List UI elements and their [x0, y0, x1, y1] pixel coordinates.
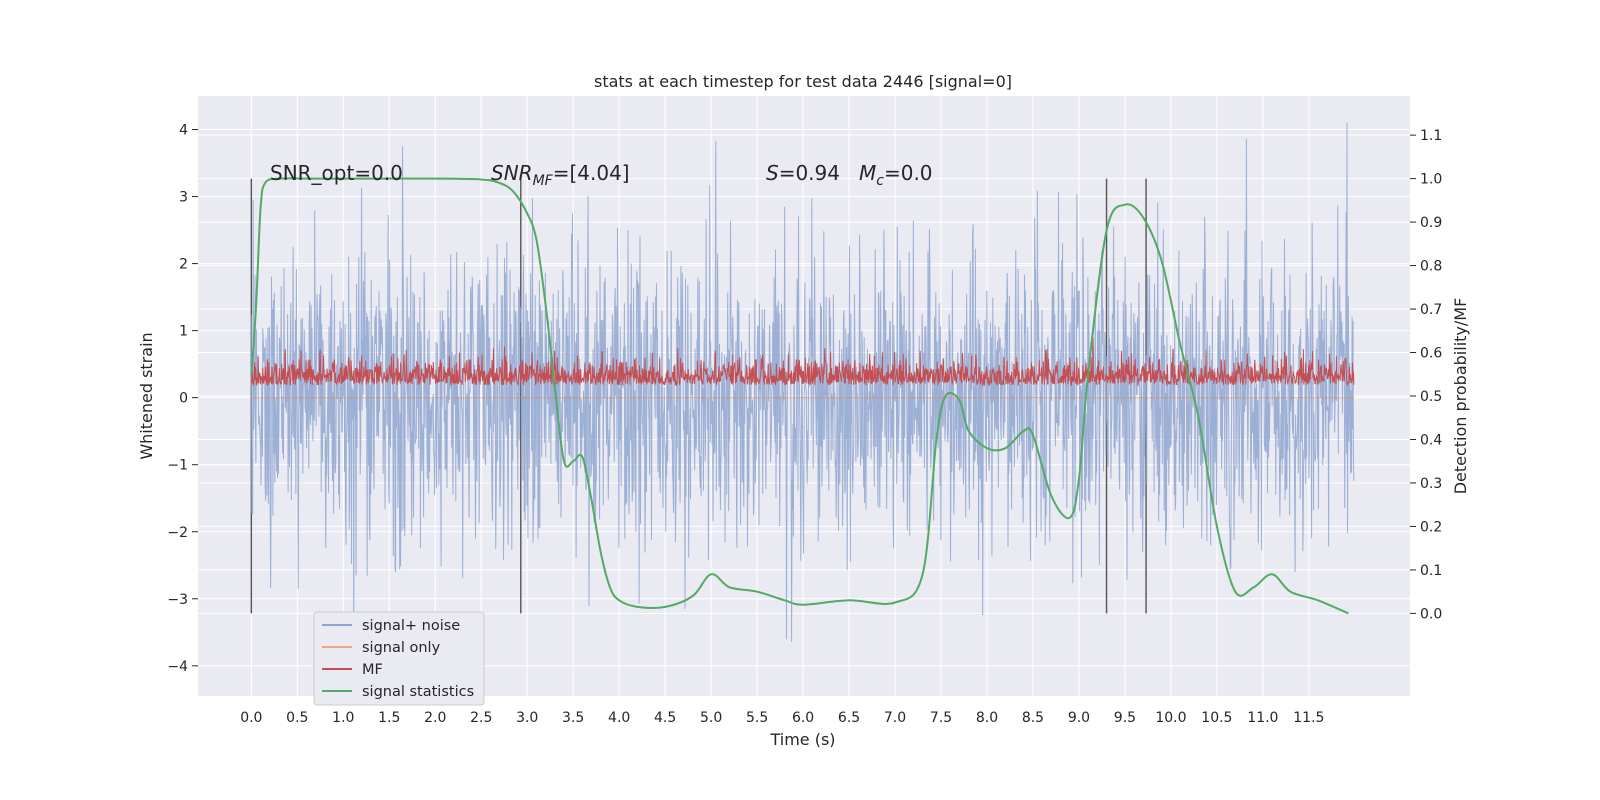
- series-signal-statistics: [250, 177, 1349, 615]
- x-tick-label-14: 7.0: [884, 710, 906, 726]
- annotation-snr-mf: SNRMF=[4.04]: [491, 161, 630, 189]
- y-right-tick-label-1: 1.0: [1420, 172, 1442, 188]
- y-right-tick-label-0: 1.1: [1420, 128, 1442, 144]
- y-right-tick-label-6: 0.5: [1420, 389, 1442, 405]
- x-tick-label-4: 2.0: [424, 710, 446, 726]
- y-left-tick-label-6: −2: [167, 525, 188, 541]
- grid: [198, 96, 1410, 696]
- y-axis-label-left: Whitened strain: [137, 332, 156, 459]
- x-tick-label-16: 8.0: [976, 710, 998, 726]
- x-tick-label-17: 8.5: [1022, 710, 1044, 726]
- series-signal-noise: [250, 122, 1355, 666]
- x-tick-label-5: 2.5: [470, 710, 492, 726]
- x-tick-label-1: 0.5: [286, 710, 308, 726]
- x-tick-label-8: 4.0: [608, 710, 630, 726]
- y-left-tick-label-3: 1: [179, 324, 188, 340]
- y-left-tick-label-5: −1: [167, 458, 188, 474]
- y-right-tick-label-5: 0.6: [1420, 346, 1442, 362]
- signal-noise-line: [250, 122, 1355, 666]
- legend-label-signal-only: signal only: [362, 640, 441, 656]
- y-left-tick-label-7: −3: [167, 592, 188, 608]
- legend-label-signal-noise: signal+ noise: [362, 618, 460, 634]
- legend-label-signal-statistics: signal statistics: [362, 684, 474, 700]
- y-right-tick-label-7: 0.4: [1420, 432, 1442, 448]
- y-left-tick-label-8: −4: [167, 659, 188, 675]
- mf-line: [250, 337, 1355, 388]
- y-right-tick-label-8: 0.3: [1420, 476, 1442, 492]
- x-tick-label-3: 1.5: [378, 710, 400, 726]
- y-right-tick-label-9: 0.2: [1420, 519, 1442, 535]
- x-tick-labels: 0.0 0.5 1.0 1.5 2.0 2.5 3.0 3.5 4.0 4.5 5.0 5.5 6.0 6…: [240, 710, 1324, 726]
- y-right-tick-labels: 1.1 1.0 0.9 0.8 0.7 0.6 0.5 0.4 0.3 0.2 0.1 0.0: [1410, 128, 1442, 622]
- y-left-tick-label-2: 2: [179, 257, 188, 273]
- x-tick-label-2: 1.0: [332, 710, 354, 726]
- annotation-s: S=0.94: [766, 161, 840, 185]
- x-tick-label-19: 9.5: [1114, 710, 1136, 726]
- x-tick-label-13: 6.5: [838, 710, 860, 726]
- x-tick-label-9: 4.5: [654, 710, 676, 726]
- y-left-tick-label-4: 0: [179, 391, 188, 407]
- y-left-tick-label-1: 3: [179, 190, 188, 206]
- x-tick-label-21: 10.5: [1201, 710, 1232, 726]
- x-tick-label-11: 5.5: [746, 710, 768, 726]
- x-tick-label-12: 6.0: [792, 710, 814, 726]
- signal-statistics-line: [250, 177, 1349, 615]
- annotation-snr-opt: SNR_opt=0.0: [270, 161, 403, 185]
- y-axis-label-right: Detection probability/MF: [1451, 298, 1470, 495]
- legend-label-mf: MF: [362, 662, 383, 678]
- x-tick-label-20: 10.0: [1155, 710, 1186, 726]
- x-axis-label: Time (s): [769, 730, 835, 749]
- x-tick-label-23: 11.5: [1293, 710, 1324, 726]
- y-right-tick-label-10: 0.1: [1420, 563, 1442, 579]
- y-right-tick-label-11: 0.0: [1420, 606, 1442, 622]
- chart-title: stats at each timestep for test data 244…: [594, 72, 1012, 91]
- y-right-tick-label-4: 0.7: [1420, 302, 1442, 318]
- x-tick-label-7: 3.5: [562, 710, 584, 726]
- legend-box: [313, 611, 485, 706]
- y-right-tick-label-3: 0.8: [1420, 259, 1442, 275]
- y-right-tick-label-2: 0.9: [1420, 215, 1442, 231]
- y-left-tick-labels: 4 3 2 1 0 −1 −2 −3 −4: [167, 123, 198, 675]
- x-tick-label-15: 7.5: [930, 710, 952, 726]
- x-tick-label-10: 5.0: [700, 710, 722, 726]
- series-mf: [250, 337, 1355, 388]
- x-tick-label-6: 3.0: [516, 710, 538, 726]
- y-left-tick-label-0: 4: [179, 123, 188, 139]
- legend: signal+ noise signal only MF signal stat…: [313, 611, 485, 706]
- x-tick-label-18: 9.0: [1068, 710, 1090, 726]
- x-tick-label-0: 0.0: [240, 710, 262, 726]
- x-tick-label-22: 11.0: [1247, 710, 1278, 726]
- annotation-mc: Mc=0.0: [859, 161, 933, 189]
